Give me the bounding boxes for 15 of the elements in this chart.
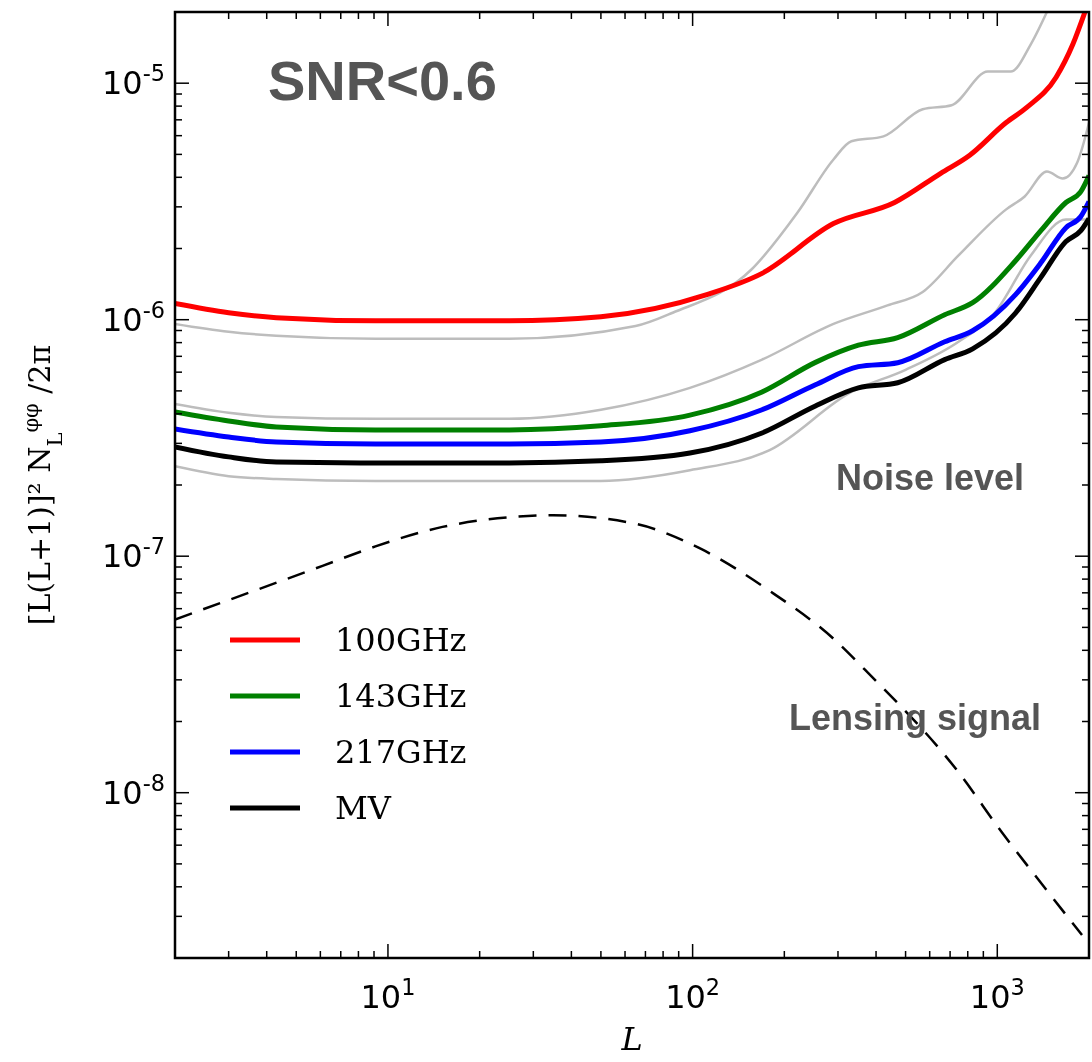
x-axis-title: L: [620, 1020, 643, 1058]
legend-label: 100GHz: [335, 621, 467, 659]
y-tick-label: 10$^{-6}$: [101, 296, 165, 339]
y-tick-label: 10$^{-8}$: [101, 769, 165, 812]
annotation: Noise level: [835, 457, 1025, 498]
y-tick-label: 10$^{-7}$: [101, 533, 165, 576]
legend-label: 143GHz: [335, 677, 467, 715]
legend-label: 217GHz: [335, 733, 467, 771]
text: SNR<0.6: [268, 49, 497, 112]
legend-label: MV: [335, 789, 392, 827]
x-tick-label: 10$^{3}$: [969, 974, 1025, 1016]
y-tick-label: 10$^{-5}$: [101, 60, 165, 103]
x-tick-label: 10$^{1}$: [360, 974, 416, 1016]
annotation: Lensing signal: [788, 697, 1042, 738]
x-tick-label: 10$^{2}$: [665, 974, 721, 1016]
